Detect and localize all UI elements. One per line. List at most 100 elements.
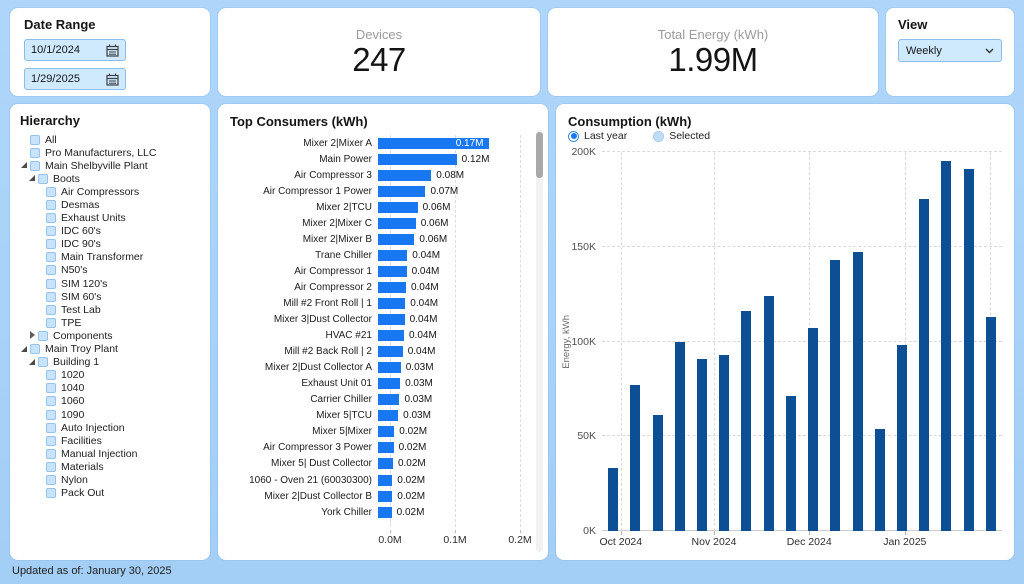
checkbox[interactable] (46, 252, 56, 263)
tree-item[interactable]: Facilities (20, 434, 200, 447)
checkbox[interactable] (46, 422, 56, 433)
tree-item[interactable]: IDC 60's (20, 225, 200, 238)
checkbox[interactable] (46, 265, 56, 276)
consumption-bar[interactable] (808, 328, 819, 531)
radio-selected-icon[interactable] (568, 130, 579, 142)
consumption-bar[interactable] (741, 311, 752, 531)
consumer-bar[interactable] (378, 378, 401, 390)
consumer-bar[interactable] (378, 506, 392, 518)
checkbox[interactable] (30, 147, 40, 158)
checkbox[interactable] (38, 173, 48, 184)
consumption-bar[interactable] (697, 358, 707, 531)
consumption-bar[interactable] (785, 396, 796, 531)
consumption-bar[interactable] (919, 199, 930, 531)
tree-item[interactable]: Main Shelbyville Plant (20, 159, 200, 172)
tree-item[interactable]: Nylon (20, 473, 200, 486)
end-date-input[interactable]: 1/29/2025 (24, 68, 126, 90)
start-date-input[interactable]: 10/1/2024 (24, 39, 126, 61)
consumption-bar[interactable] (874, 428, 885, 531)
consumer-bar[interactable] (378, 169, 432, 181)
consumption-bar[interactable] (985, 316, 996, 531)
checkbox[interactable] (46, 291, 56, 302)
consumer-bar[interactable] (378, 153, 457, 165)
consumer-bar[interactable] (378, 281, 406, 293)
tree-item[interactable]: Manual Injection (20, 447, 200, 460)
checkbox[interactable] (46, 488, 56, 499)
tree-item[interactable]: Main Transformer (20, 251, 200, 264)
checkbox[interactable] (30, 344, 40, 355)
consumption-bar[interactable] (963, 169, 974, 531)
tree-collapsed-icon[interactable] (28, 331, 37, 340)
consumption-bar[interactable] (763, 296, 774, 531)
checkbox[interactable] (46, 474, 56, 485)
tree-item[interactable]: 1020 (20, 369, 200, 382)
tree-item[interactable]: 1040 (20, 382, 200, 395)
consumer-bar[interactable] (378, 201, 418, 213)
consumer-bar[interactable] (378, 394, 400, 406)
consumer-bar[interactable] (378, 185, 426, 197)
checkbox[interactable] (38, 330, 48, 341)
tree-item[interactable]: SIM 60's (20, 290, 200, 303)
checkbox[interactable] (46, 409, 56, 420)
radio-unselected-icon[interactable] (653, 130, 665, 142)
tree-item[interactable]: Components (20, 329, 200, 342)
consumption-bar[interactable] (719, 354, 730, 531)
scrollbar[interactable] (536, 130, 543, 552)
consumer-bar[interactable] (378, 474, 393, 486)
tree-item[interactable]: Building 1 (20, 356, 200, 369)
tree-item[interactable]: IDC 90's (20, 238, 200, 251)
tree-item[interactable]: Main Troy Plant (20, 343, 200, 356)
tree-item[interactable]: N50's (20, 264, 200, 277)
checkbox[interactable] (46, 239, 56, 250)
tree-item[interactable]: Desmas (20, 198, 200, 211)
tree-expanded-icon[interactable] (20, 161, 29, 170)
consumption-bar[interactable] (674, 341, 685, 531)
checkbox[interactable] (30, 134, 40, 145)
tree-item[interactable]: Boots (20, 172, 200, 185)
checkbox[interactable] (30, 160, 40, 171)
checkbox[interactable] (46, 226, 56, 237)
scrollbar-thumb[interactable] (536, 132, 543, 178)
consumption-bar[interactable] (852, 252, 863, 531)
checkbox[interactable] (46, 213, 56, 224)
checkbox[interactable] (38, 357, 48, 368)
consumption-bar[interactable] (630, 385, 641, 531)
consumer-bar[interactable] (378, 314, 405, 326)
consumer-bar[interactable] (378, 426, 395, 438)
tree-item[interactable]: Pro Manufacturers, LLC (20, 146, 200, 159)
tree-item[interactable]: Auto Injection (20, 421, 200, 434)
tree-expanded-icon[interactable] (28, 358, 37, 367)
tree-item[interactable]: SIM 120's (20, 277, 200, 290)
calendar-icon[interactable] (106, 73, 119, 86)
checkbox[interactable] (46, 461, 56, 472)
view-select[interactable]: Weekly (898, 39, 1002, 62)
tree-item[interactable]: All (20, 133, 200, 146)
consumer-bar[interactable] (378, 330, 404, 342)
tree-item[interactable]: Exhaust Units (20, 212, 200, 225)
consumer-bar[interactable] (378, 249, 408, 261)
calendar-icon[interactable] (106, 44, 119, 57)
consumer-bar[interactable] (378, 346, 403, 358)
tree-item[interactable]: TPE (20, 316, 200, 329)
consumption-bar[interactable] (608, 468, 619, 531)
checkbox[interactable] (46, 304, 56, 315)
tree-item[interactable]: 1090 (20, 408, 200, 421)
consumer-bar[interactable] (378, 458, 393, 470)
consumer-bar[interactable] (378, 490, 393, 502)
consumer-bar[interactable] (378, 265, 407, 277)
checkbox[interactable] (46, 186, 56, 197)
consumer-bar[interactable] (378, 362, 401, 374)
checkbox[interactable] (46, 435, 56, 446)
checkbox[interactable] (46, 383, 56, 394)
tree-item[interactable]: 1060 (20, 395, 200, 408)
checkbox[interactable] (46, 200, 56, 211)
consumption-bar[interactable] (652, 415, 663, 531)
consumption-bar[interactable] (941, 161, 952, 531)
legend-item-last-year[interactable]: Last year (568, 130, 627, 142)
consumption-bar[interactable] (897, 345, 907, 531)
consumer-bar[interactable] (378, 297, 406, 309)
consumer-bar[interactable] (378, 410, 399, 422)
tree-item[interactable]: Test Lab (20, 303, 200, 316)
tree-expanded-icon[interactable] (28, 174, 37, 183)
legend-item-selected[interactable]: Selected (653, 130, 710, 142)
